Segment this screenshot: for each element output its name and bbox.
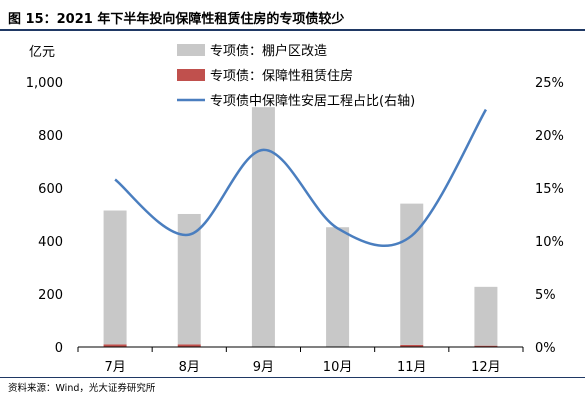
source-note: 资料来源：Wind，光大证券研究所: [8, 383, 156, 394]
bar-rental-housing: [474, 345, 498, 347]
title-divider: [0, 29, 585, 31]
x-axis-tick-label: 10月: [323, 360, 353, 375]
figure-title: 图 15：2021 年下半年投向保障性租赁住房的专项债较少: [8, 12, 345, 27]
bar-rental-housing: [103, 344, 127, 347]
bar-shantytown: [103, 210, 127, 345]
bar-shantytown: [251, 107, 275, 347]
left-axis-tick-label: 400: [38, 235, 63, 250]
right-axis-tick-label: 5%: [535, 288, 556, 303]
line-series-share: [114, 108, 487, 248]
bar-shantytown: [400, 203, 424, 345]
bar-rental-housing: [400, 344, 424, 347]
figure-title-bar: 图 15：2021 年下半年投向保障性租赁住房的专项债较少: [0, 0, 585, 31]
left-axis-tick-label: 1,000: [26, 76, 63, 91]
bar-shantytown: [474, 286, 498, 346]
left-axis-tick-label: 800: [38, 129, 63, 144]
left-axis-tick-label: 0: [55, 341, 63, 356]
x-axis-tick-label: 9月: [253, 360, 274, 375]
bar-shantytown: [326, 227, 350, 347]
right-axis-tick-label: 10%: [535, 235, 564, 250]
right-axis-tick-label: 20%: [535, 129, 564, 144]
source-divider: [0, 377, 585, 378]
left-axis-tick-label: 600: [38, 182, 63, 197]
bar-rental-housing: [177, 344, 201, 347]
x-axis-tick-label: 7月: [104, 360, 125, 375]
bar-shantytown: [177, 213, 201, 345]
legend-swatch-shantytown: [177, 44, 205, 56]
right-axis-tick-label: 25%: [535, 76, 564, 91]
legend-label-share-line: 专项债中保障性安居工程占比(右轴): [210, 94, 415, 109]
right-axis-tick-label: 0%: [535, 341, 556, 356]
x-axis-tick-label: 8月: [179, 360, 200, 375]
left-axis-tick-label: 200: [38, 288, 63, 303]
x-axis-tick-label: 11月: [397, 360, 427, 375]
legend-label-shantytown: 专项债：棚户区改造: [210, 43, 327, 59]
legend-label-rental-housing: 专项债：保障性租赁住房: [210, 68, 353, 84]
x-axis-tick-label: 12月: [471, 360, 501, 375]
left-axis-unit-label: 亿元: [29, 45, 55, 60]
right-axis-tick-label: 15%: [535, 182, 564, 197]
legend-swatch-rental-housing: [177, 69, 205, 81]
